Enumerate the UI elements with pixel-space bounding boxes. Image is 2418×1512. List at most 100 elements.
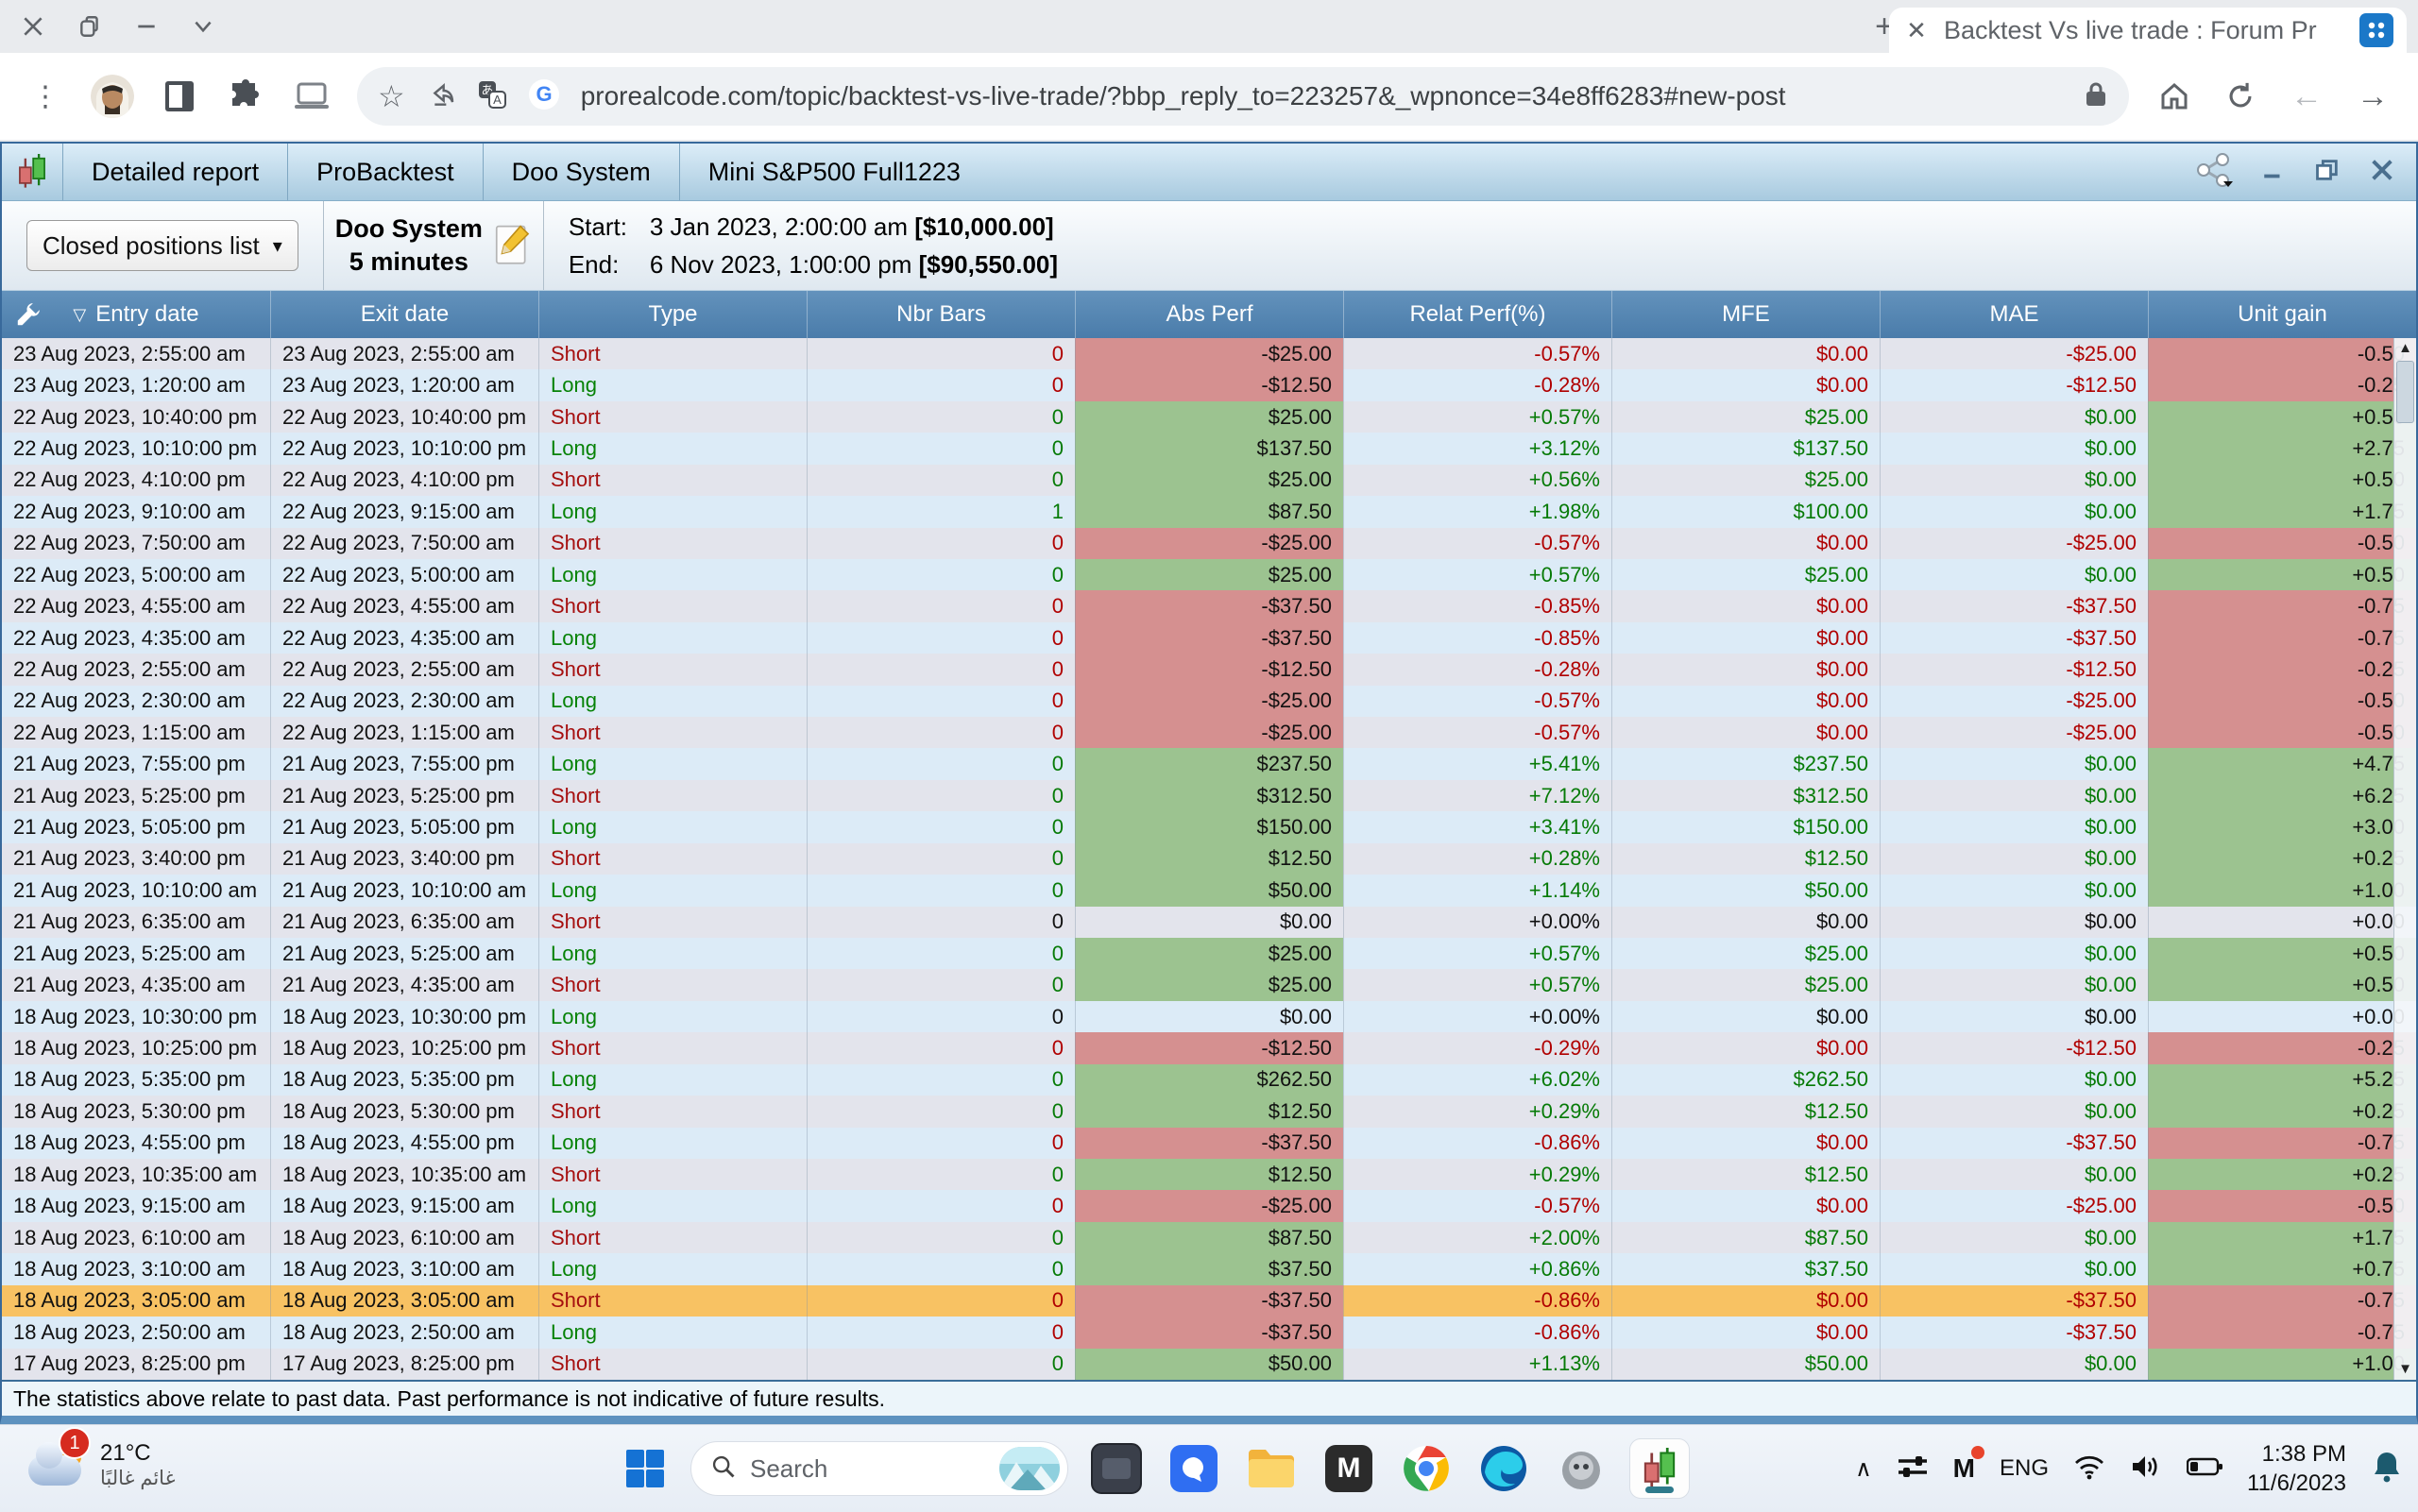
cell-nbr-bars[interactable]: 0 [807,621,1075,654]
cell-mae[interactable]: -$25.00 [1880,527,2148,559]
cell-mfe[interactable]: $262.50 [1611,1063,1880,1096]
cell-exit-date[interactable]: 21 Aug 2023, 7:55:00 pm [270,748,538,780]
tab-close-icon[interactable]: ✕ [1906,15,1927,44]
cell-nbr-bars[interactable]: 0 [807,1253,1075,1285]
start-button[interactable] [619,1442,672,1495]
cell-relat-perf[interactable]: +0.57% [1343,400,1611,433]
cell-entry-date[interactable]: 21 Aug 2023, 5:25:00 am [13,941,246,965]
cell-entry-date[interactable]: 21 Aug 2023, 6:35:00 am [13,909,246,934]
cell-abs-perf[interactable]: $87.50 [1075,1221,1343,1254]
cell-mae[interactable]: $0.00 [1880,969,2148,1001]
cell-mfe[interactable]: $87.50 [1611,1221,1880,1254]
cell-nbr-bars[interactable]: 0 [807,1348,1075,1380]
new-tab-button[interactable]: + [1875,8,1894,44]
cell-nbr-bars[interactable]: 0 [807,1096,1075,1128]
cell-nbr-bars[interactable]: 0 [807,527,1075,559]
cell-exit-date[interactable]: 21 Aug 2023, 3:40:00 pm [270,842,538,875]
cell-exit-date[interactable]: 17 Aug 2023, 8:25:00 pm [270,1348,538,1380]
cell-unit-gain[interactable]: +0.50 [2148,938,2416,970]
cell-unit-gain[interactable]: +0.25 [2148,842,2416,875]
cell-mfe[interactable]: $0.00 [1611,1317,1880,1349]
tray-sliders-icon[interactable] [1897,1453,1929,1486]
cell-unit-gain[interactable]: +2.75 [2148,433,2416,465]
cell-exit-date[interactable]: 21 Aug 2023, 6:35:00 am [270,906,538,939]
table-row[interactable]: 22 Aug 2023, 5:00:00 am 22 Aug 2023, 5:0… [2,558,2416,591]
table-row[interactable]: 21 Aug 2023, 5:05:00 pm 21 Aug 2023, 5:0… [2,811,2416,843]
cell-exit-date[interactable]: 18 Aug 2023, 2:50:00 am [270,1317,538,1349]
cell-entry-date[interactable]: 23 Aug 2023, 2:55:00 am [13,341,246,365]
cell-exit-date[interactable]: 22 Aug 2023, 10:10:00 pm [270,433,538,465]
cell-unit-gain[interactable]: -0.25 [2148,369,2416,401]
browser-tab[interactable]: ✕ Backtest Vs live trade : Forum Pr [1889,8,2407,53]
cell-relat-perf[interactable]: -0.28% [1343,654,1611,686]
cell-unit-gain[interactable]: +0.50 [2148,558,2416,591]
cell-entry-date[interactable]: 21 Aug 2023, 4:35:00 am [13,973,246,997]
cell-mfe[interactable]: $100.00 [1611,496,1880,528]
cell-nbr-bars[interactable]: 0 [807,748,1075,780]
cell-type[interactable]: Short [538,717,807,749]
cell-mae[interactable]: $0.00 [1880,875,2148,907]
cell-nbr-bars[interactable]: 0 [807,1221,1075,1254]
cell-relat-perf[interactable]: -0.86% [1343,1284,1611,1317]
search-highlight-thumbnail[interactable] [999,1447,1060,1490]
cell-nbr-bars[interactable]: 0 [807,717,1075,749]
cell-exit-date[interactable]: 21 Aug 2023, 4:35:00 am [270,969,538,1001]
cell-abs-perf[interactable]: -$12.50 [1075,1032,1343,1064]
cell-type[interactable]: Long [538,1000,807,1033]
cell-nbr-bars[interactable]: 0 [807,654,1075,686]
cell-relat-perf[interactable]: -0.86% [1343,1127,1611,1159]
table-row[interactable]: 22 Aug 2023, 4:35:00 am 22 Aug 2023, 4:3… [2,621,2416,654]
cell-type[interactable]: Long [538,748,807,780]
table-row[interactable]: 18 Aug 2023, 10:35:00 am 18 Aug 2023, 10… [2,1158,2416,1191]
cell-nbr-bars[interactable]: 0 [807,1000,1075,1033]
taskbar-app-file-explorer[interactable] [1242,1439,1301,1498]
column-header-mfe[interactable]: MFE [1611,291,1880,338]
cell-abs-perf[interactable]: -$12.50 [1075,369,1343,401]
cell-exit-date[interactable]: 18 Aug 2023, 5:30:00 pm [270,1096,538,1128]
cell-mae[interactable]: -$37.50 [1880,1317,2148,1349]
cell-type[interactable]: Short [538,590,807,622]
tray-m-app-icon[interactable]: M [1952,1446,1985,1483]
cell-mae[interactable]: $0.00 [1880,938,2148,970]
table-row[interactable]: 18 Aug 2023, 3:10:00 am 18 Aug 2023, 3:1… [2,1253,2416,1285]
cell-entry-date[interactable]: 22 Aug 2023, 9:10:00 am [13,499,246,523]
taskbar-search[interactable]: Search [690,1441,1068,1496]
table-row[interactable]: 22 Aug 2023, 2:55:00 am 22 Aug 2023, 2:5… [2,654,2416,686]
cell-type[interactable]: Long [538,433,807,465]
cell-nbr-bars[interactable]: 0 [807,590,1075,622]
window-restore-icon[interactable] [77,14,102,39]
cell-exit-date[interactable]: 21 Aug 2023, 5:25:00 pm [270,779,538,812]
cell-unit-gain[interactable]: -0.75 [2148,1284,2416,1317]
cell-nbr-bars[interactable]: 0 [807,1284,1075,1317]
cell-type[interactable]: Long [538,1190,807,1222]
column-header-type[interactable]: Type [538,291,807,338]
table-row[interactable]: 21 Aug 2023, 5:25:00 pm 21 Aug 2023, 5:2… [2,779,2416,812]
cell-mfe[interactable]: $12.50 [1611,1096,1880,1128]
cell-nbr-bars[interactable]: 0 [807,875,1075,907]
cell-nbr-bars[interactable]: 0 [807,369,1075,401]
cell-mfe[interactable]: $25.00 [1611,400,1880,433]
cell-unit-gain[interactable]: +0.25 [2148,1158,2416,1191]
cell-exit-date[interactable]: 22 Aug 2023, 5:00:00 am [270,558,538,591]
cell-relat-perf[interactable]: +3.41% [1343,811,1611,843]
cell-mae[interactable]: -$25.00 [1880,685,2148,718]
cell-exit-date[interactable]: 22 Aug 2023, 4:55:00 am [270,590,538,622]
cell-unit-gain[interactable]: -0.75 [2148,1127,2416,1159]
cell-type[interactable]: Short [538,1032,807,1064]
cell-unit-gain[interactable]: -0.50 [2148,717,2416,749]
table-row[interactable]: 22 Aug 2023, 2:30:00 am 22 Aug 2023, 2:3… [2,685,2416,718]
cell-mae[interactable]: $0.00 [1880,464,2148,497]
cell-unit-gain[interactable]: +1.75 [2148,1221,2416,1254]
cell-abs-perf[interactable]: -$37.50 [1075,1127,1343,1159]
cell-mae[interactable]: $0.00 [1880,1221,2148,1254]
cell-entry-date[interactable]: 23 Aug 2023, 1:20:00 am [13,373,246,398]
cell-mae[interactable]: $0.00 [1880,1253,2148,1285]
cell-relat-perf[interactable]: +0.57% [1343,558,1611,591]
cell-entry-date[interactable]: 22 Aug 2023, 7:50:00 am [13,531,246,555]
cell-entry-date[interactable]: 22 Aug 2023, 5:00:00 am [13,562,246,586]
cell-unit-gain[interactable]: +0.25 [2148,1096,2416,1128]
cell-unit-gain[interactable]: -0.50 [2148,1190,2416,1222]
cell-relat-perf[interactable]: -0.28% [1343,369,1611,401]
battery-icon[interactable] [2186,1456,2222,1482]
cell-relat-perf[interactable]: +1.98% [1343,496,1611,528]
